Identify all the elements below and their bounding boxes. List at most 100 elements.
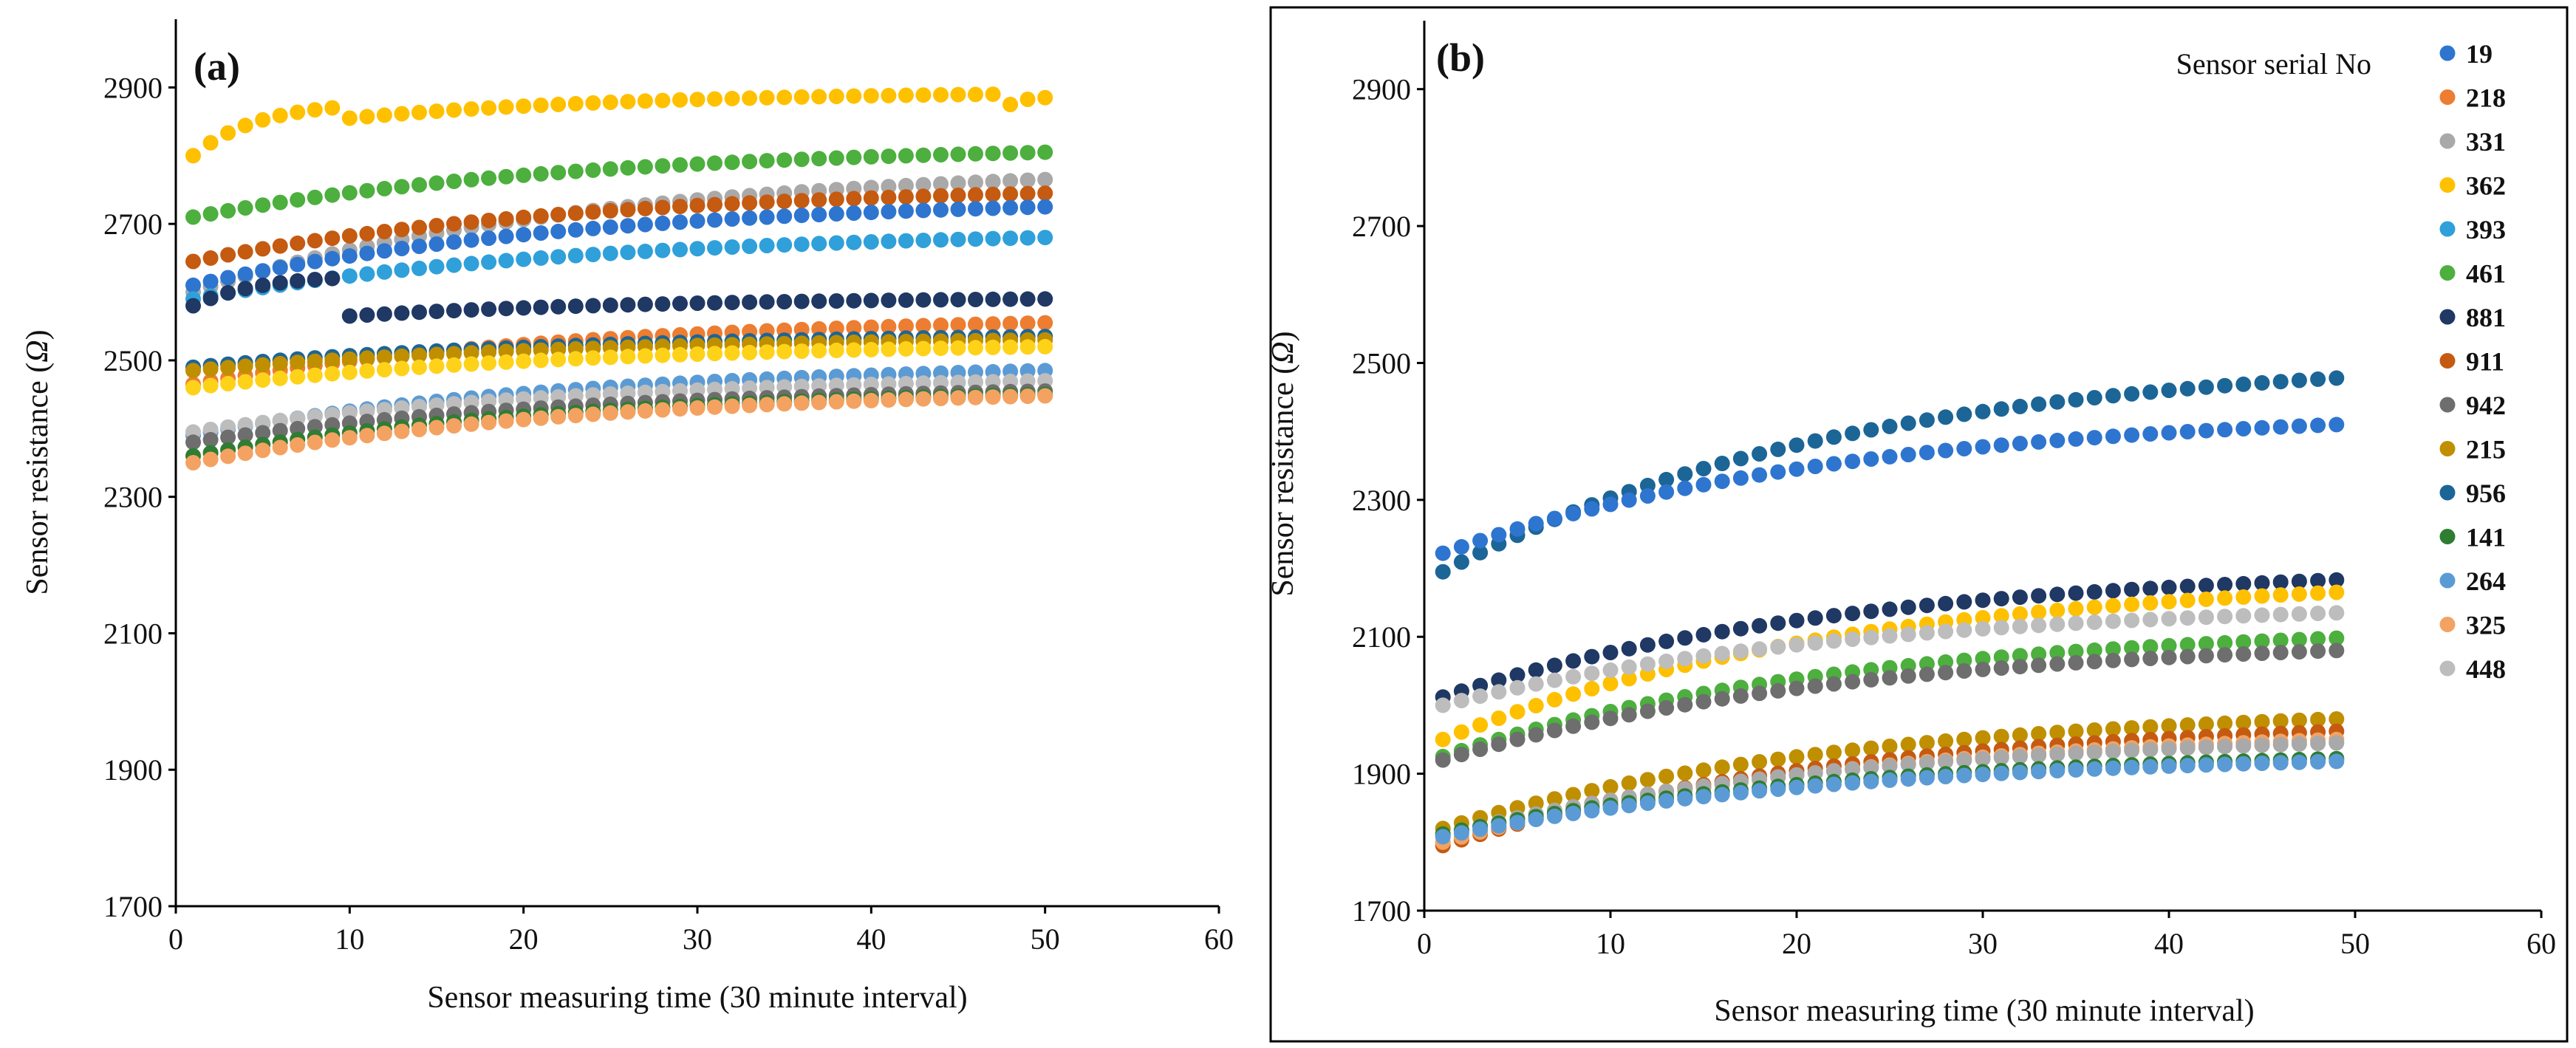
data-point: [1882, 670, 1898, 686]
data-point: [689, 197, 706, 213]
data-point: [255, 241, 271, 257]
data-point: [2272, 645, 2289, 660]
data-point: [2068, 585, 2084, 601]
data-point: [1975, 730, 1991, 746]
data-point: [742, 90, 758, 106]
data-point: [2235, 575, 2252, 592]
data-point: [1435, 829, 1451, 845]
data-point: [202, 273, 219, 290]
data-point: [2124, 742, 2140, 758]
data-point: [2310, 631, 2326, 647]
data-point: [2105, 583, 2121, 599]
data-point: [968, 316, 983, 332]
data-point: [533, 299, 549, 315]
data-point: [1002, 339, 1019, 355]
data-point: [1900, 415, 1916, 431]
data-point: [550, 408, 567, 425]
data-point: [2161, 611, 2177, 627]
data-point: [1584, 783, 1600, 799]
data-point: [220, 376, 236, 391]
data-point: [759, 238, 775, 253]
panel-a-ticks: 0 10 20 30 40 50 60 1700 1900 2100 2300 2500 2700 290…: [103, 71, 1234, 956]
panel-b-x-tick-label: 30: [1968, 927, 1998, 960]
legend-label-331: 331: [2466, 127, 2506, 157]
data-point: [428, 218, 445, 233]
data-point: [498, 210, 514, 227]
data-point: [742, 239, 758, 254]
data-point: [742, 210, 758, 226]
data-point: [1037, 388, 1053, 404]
data-point: [2124, 759, 2140, 775]
data-point: [655, 242, 671, 258]
data-point: [707, 91, 722, 107]
data-point: [2161, 718, 2177, 734]
panel-a-x-title: Sensor measuring time (30 minute interva…: [427, 981, 967, 1015]
data-point: [272, 355, 288, 371]
data-point: [307, 233, 323, 249]
data-point: [2105, 388, 2121, 404]
data-point: [1975, 620, 1991, 637]
data-point: [1037, 315, 1053, 331]
data-point: [481, 213, 497, 228]
data-point: [1037, 338, 1053, 355]
data-point: [237, 358, 253, 374]
data-point: [290, 355, 306, 371]
data-point: [985, 316, 1001, 332]
data-point: [2310, 643, 2326, 660]
data-point: [2142, 758, 2159, 775]
data-point: [1714, 473, 1730, 490]
data-point: [463, 101, 479, 117]
data-point: [1658, 633, 1675, 649]
data-point: [428, 346, 445, 363]
legend-label-461: 461: [2466, 259, 2506, 289]
data-point: [2031, 434, 2047, 450]
data-point: [2086, 744, 2102, 761]
panel-a-x-tick-label: 0: [168, 922, 183, 956]
data-point: [394, 262, 410, 278]
data-point: [1621, 640, 1637, 657]
data-point: [2310, 417, 2326, 434]
data-point: [359, 182, 375, 199]
data-point: [550, 249, 567, 265]
data-point: [707, 196, 722, 213]
data-point: [376, 264, 392, 280]
panel-b-y-tick-label: 1900: [1352, 758, 1411, 791]
data-point: [968, 174, 983, 191]
data-point: [1919, 412, 1935, 428]
data-point: [324, 100, 341, 116]
data-point: [220, 247, 236, 263]
data-point: [2086, 722, 2102, 738]
data-point: [1770, 682, 1786, 699]
data-point: [2291, 754, 2307, 770]
data-point: [2031, 657, 2047, 674]
data-point: [968, 292, 983, 307]
data-point: [950, 340, 966, 356]
data-point: [933, 292, 949, 308]
data-point: [185, 148, 201, 164]
data-point: [2049, 394, 2066, 410]
data-point: [2310, 736, 2326, 752]
data-point: [2235, 608, 2252, 624]
data-point: [881, 341, 897, 357]
data-point: [585, 204, 601, 220]
data-point: [915, 202, 932, 219]
data-point: [1491, 672, 1507, 688]
data-point: [567, 247, 584, 264]
data-point: [2049, 432, 2066, 448]
legend-marker-881: [2439, 309, 2456, 325]
data-point: [1019, 315, 1036, 332]
data-point: [759, 89, 775, 106]
data-point: [359, 428, 375, 444]
data-point: [2179, 758, 2196, 774]
data-point: [1602, 496, 1619, 513]
data-point: [1002, 97, 1019, 112]
data-point: [2031, 646, 2047, 662]
data-point: [2291, 418, 2307, 434]
data-point: [1509, 667, 1526, 683]
data-point: [324, 352, 341, 369]
data-point: [585, 406, 601, 422]
data-point: [2235, 646, 2252, 662]
data-point: [707, 399, 722, 415]
data-point: [637, 403, 653, 419]
